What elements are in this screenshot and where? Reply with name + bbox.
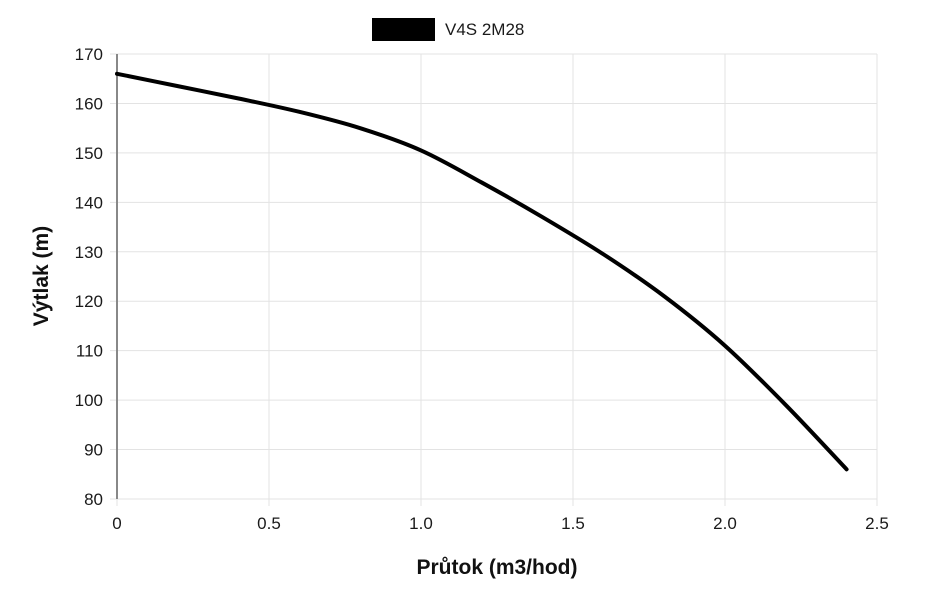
legend-swatch xyxy=(372,18,435,41)
x-tick-label: 1.0 xyxy=(409,514,433,533)
x-tick-label: 1.5 xyxy=(561,514,585,533)
y-tick-label: 90 xyxy=(84,441,103,460)
y-tick-labels: 80 90 100 110 120 130 140 150 160 170 xyxy=(75,45,103,509)
y-tick-label: 130 xyxy=(75,243,103,262)
y-axis-title: Výtlak (m) xyxy=(30,226,53,326)
x-tick-label: 0 xyxy=(112,514,121,533)
x-tick-label: 2.5 xyxy=(865,514,889,533)
legend-label: V4S 2M28 xyxy=(445,20,524,39)
x-tick-labels: 0 0.5 1.0 1.5 2.0 2.5 xyxy=(112,514,889,533)
x-tick-label: 2.0 xyxy=(713,514,737,533)
y-tick-label: 150 xyxy=(75,144,103,163)
x-tick-label: 0.5 xyxy=(257,514,281,533)
y-tick-label: 80 xyxy=(84,490,103,509)
y-tick-label: 100 xyxy=(75,391,103,410)
x-axis-title: Průtok (m3/hod) xyxy=(417,556,578,579)
series-lines xyxy=(115,71,849,472)
y-tick-label: 140 xyxy=(75,193,103,212)
series-line-v4s-2m28[interactable] xyxy=(115,71,849,472)
y-tick-label: 110 xyxy=(76,342,103,361)
y-tick-label: 160 xyxy=(75,94,103,113)
grid-lines xyxy=(110,53,878,506)
y-tick-label: 120 xyxy=(75,292,103,311)
legend[interactable]: V4S 2M28 xyxy=(372,18,524,41)
y-tick-label: 170 xyxy=(75,45,103,64)
